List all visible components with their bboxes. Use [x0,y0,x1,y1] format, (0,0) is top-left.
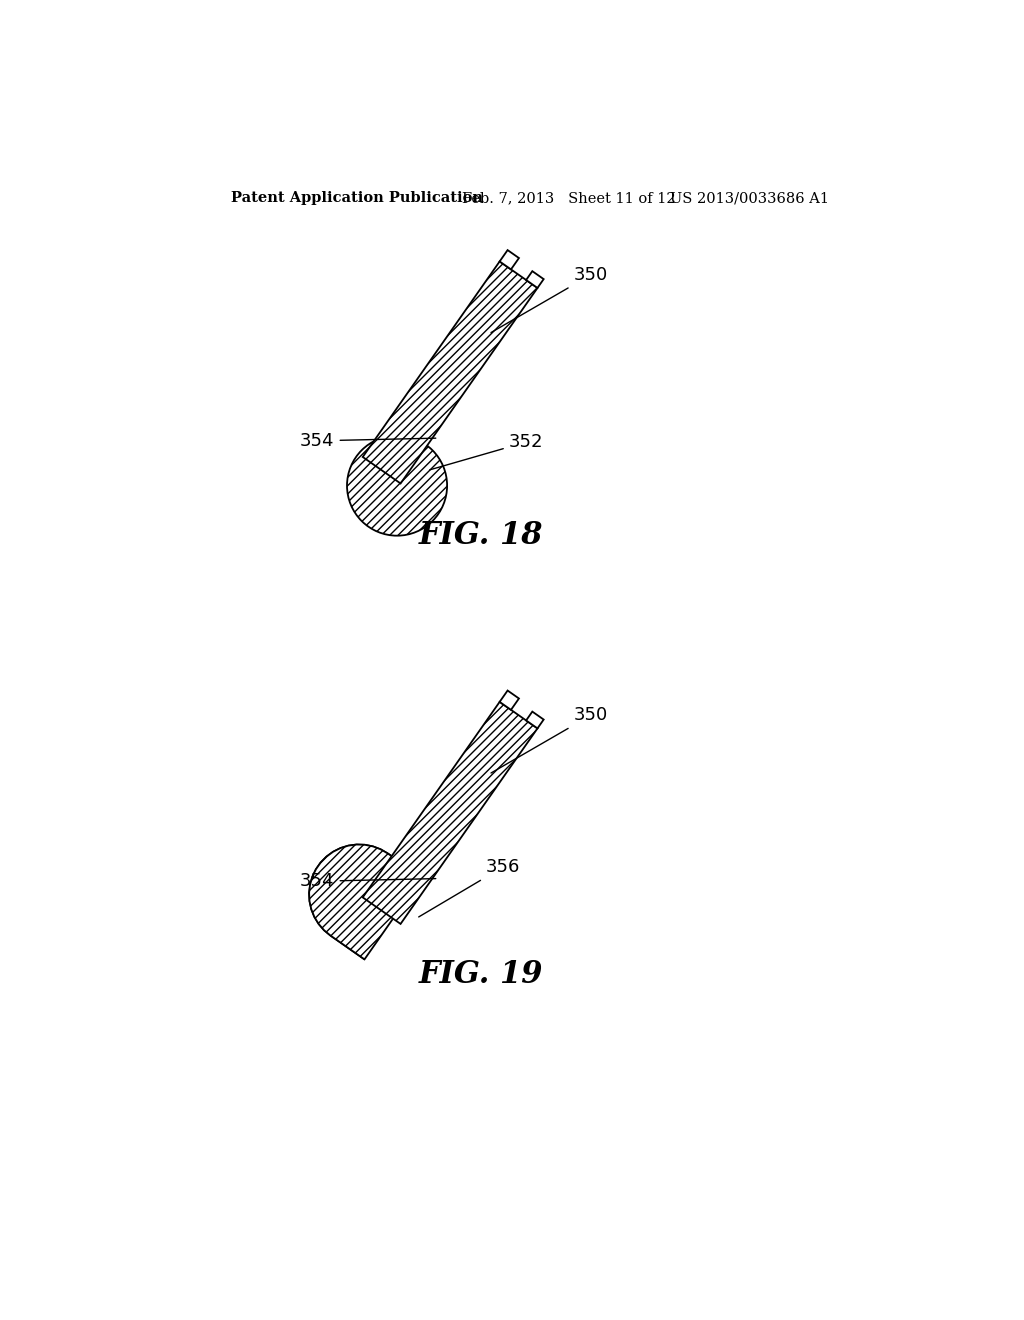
Text: Feb. 7, 2013   Sheet 11 of 12: Feb. 7, 2013 Sheet 11 of 12 [462,191,675,206]
Polygon shape [526,711,544,729]
Polygon shape [526,271,544,288]
Text: 354: 354 [300,432,436,450]
Polygon shape [362,702,538,924]
Circle shape [347,436,447,536]
Text: 350: 350 [492,267,607,333]
Polygon shape [362,261,538,483]
Text: US 2013/0033686 A1: US 2013/0033686 A1 [670,191,828,206]
Text: 352: 352 [430,433,543,470]
Polygon shape [309,845,422,960]
Polygon shape [500,249,519,269]
Text: FIG. 18: FIG. 18 [419,520,543,552]
Text: FIG. 19: FIG. 19 [419,960,543,990]
Text: 350: 350 [492,706,607,774]
Text: Patent Application Publication: Patent Application Publication [230,191,482,206]
Text: 354: 354 [300,873,436,890]
Polygon shape [500,690,519,710]
Text: 356: 356 [419,858,520,917]
Polygon shape [309,845,422,960]
